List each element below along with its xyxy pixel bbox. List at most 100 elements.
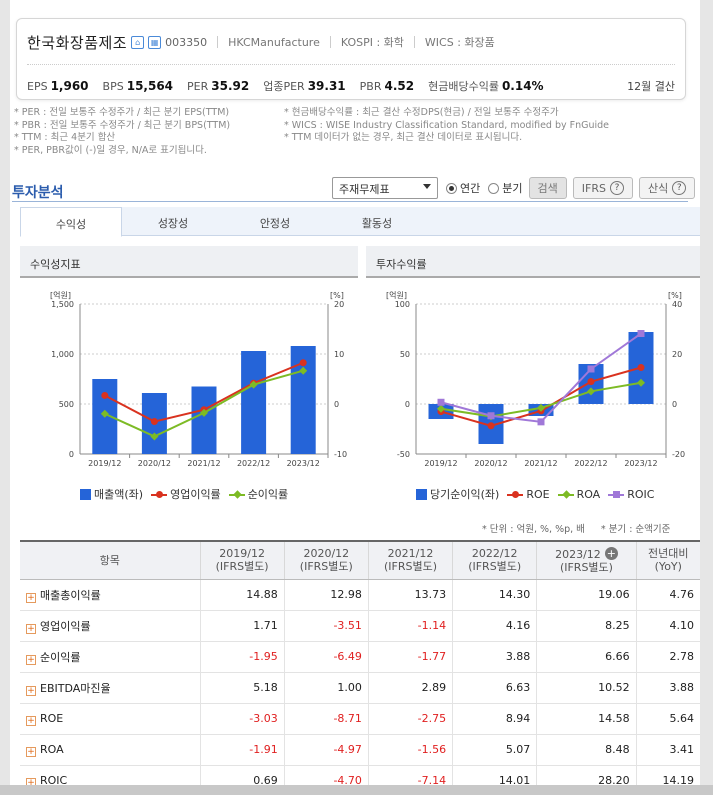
x-tick-label: 2021/12 xyxy=(187,459,220,468)
col-year: 2022/12 xyxy=(471,547,518,561)
point xyxy=(101,391,109,399)
point xyxy=(487,412,495,420)
legend-item: 순이익률 xyxy=(228,486,288,502)
tab-activity[interactable]: 활동성 xyxy=(361,217,393,230)
col-header: 2021/12 (IFRS별도) xyxy=(367,540,453,580)
company-name: 한국화장품제조 xyxy=(27,33,128,52)
col-header: 2020/12 (IFRS별도) xyxy=(283,540,369,580)
legend-label: ROE xyxy=(526,487,550,501)
x-tick-label: 2022/12 xyxy=(237,459,270,468)
stat-item: EPS 1,960 xyxy=(27,79,89,93)
col-basis: (IFRS별도) xyxy=(468,560,522,574)
x-tick-label: 2020/12 xyxy=(138,459,171,468)
stat-value: 0.14% xyxy=(501,79,544,93)
col-header: 2022/12 (IFRS별도) xyxy=(452,540,537,580)
legend-swatch xyxy=(557,489,574,500)
y-tick-label: 500 xyxy=(59,400,74,409)
stat-value: 35.92 xyxy=(211,79,250,93)
cell-value: 4.16 xyxy=(452,610,537,642)
note-line: * PBR : 전일 보통주 수정주가 / 최근 분기 BPS(TTM) xyxy=(14,119,231,131)
note-line: * PER, PBR값이 (-)일 경우, N/A로 표기됩니다. xyxy=(14,144,207,156)
point xyxy=(249,380,258,389)
row-label[interactable]: + 매출총이익률 xyxy=(20,579,200,611)
units-note: * 단위 : 억원, %, %p, 배 * 분기 : 순액기준 xyxy=(482,521,670,535)
legend-label: 당기순이익(좌) xyxy=(430,488,500,501)
point xyxy=(587,378,595,386)
legend-item: 영업이익률 xyxy=(151,486,221,502)
stat-value: 1,960 xyxy=(50,79,89,93)
radio-off-icon xyxy=(488,182,500,194)
statement-select-value: 주재무제표 xyxy=(339,183,390,196)
tab-profitability[interactable]: 수익성 xyxy=(20,207,122,237)
tab-stability[interactable]: 안정성 xyxy=(259,217,291,230)
stat-value: 4.52 xyxy=(384,79,415,93)
point xyxy=(487,422,495,430)
radio-quarter-label: 분기 xyxy=(502,182,523,195)
stock-code: 003350 xyxy=(165,35,208,49)
col-year: 2019/12 xyxy=(219,547,265,561)
col-basis: (YoY) xyxy=(654,560,682,574)
col-basis: (IFRS별도) xyxy=(299,560,353,574)
col-header: 2023/12 + (IFRS별도) xyxy=(536,540,637,580)
col-header-item: 항목 xyxy=(20,540,200,580)
expand-row-icon[interactable]: + xyxy=(26,592,36,603)
cell-value: -4.97 xyxy=(283,734,369,766)
analysis-controls: 주재무제표 연간 분기 검색 IFRS? 산식? xyxy=(332,177,696,199)
table-row: + 매출총이익률 14.88 12.98 13.73 14.30 19.06 4.76 xyxy=(20,579,700,611)
legend-item: 매출액(좌) xyxy=(80,486,143,502)
home-icon[interactable]: ⌂ xyxy=(131,35,145,49)
stat-label: PER xyxy=(187,80,209,93)
legend-swatch xyxy=(151,489,168,500)
settlement-month: 12월 결산 xyxy=(627,80,675,93)
cell-value: 1.00 xyxy=(283,672,369,704)
expand-row-icon[interactable]: + xyxy=(26,685,36,696)
stat-label: 현금배당수익률 xyxy=(428,80,499,93)
col-year: 전년대비 xyxy=(648,547,689,561)
ifrs-button[interactable]: IFRS? xyxy=(572,177,633,199)
tab-growth[interactable]: 성장성 xyxy=(157,217,189,230)
row-label[interactable]: + ROE xyxy=(20,703,200,735)
point xyxy=(637,330,645,337)
profitability-legend: 매출액(좌) 영업이익률 순이익률 xyxy=(80,486,296,502)
expand-row-icon[interactable]: + xyxy=(26,715,36,726)
stat-item: PBR 4.52 xyxy=(360,79,414,93)
col-year: 2020/12 xyxy=(303,547,350,561)
row-label[interactable]: + EBITDA마진율 xyxy=(20,672,200,704)
market-sector: KOSPI : 화학 xyxy=(340,36,404,49)
row-label[interactable]: + ROA xyxy=(20,734,200,766)
point xyxy=(299,366,308,375)
col-header: 전년대비 (YoY) xyxy=(635,540,700,580)
legend-swatch xyxy=(507,489,524,500)
left-axis-unit: [억원] xyxy=(386,290,407,300)
y-tick-label: 1,500 xyxy=(51,300,74,309)
statement-select[interactable]: 주재무제표 xyxy=(332,177,438,199)
radio-annual[interactable]: 연간 xyxy=(446,180,480,196)
row-label[interactable]: + 영업이익률 xyxy=(20,610,200,642)
row-label[interactable]: + 순이익률 xyxy=(20,641,200,673)
help-icon: ? xyxy=(609,181,624,195)
point xyxy=(437,404,445,413)
returns-chart: [억원] [%] -50 0 50 100 -20 0 20 40 2019/12 2020/12 20… xyxy=(366,282,700,485)
x-tick-label: 2022/12 xyxy=(574,459,607,468)
point xyxy=(437,398,445,406)
expand-row-icon[interactable]: + xyxy=(26,654,36,665)
note-line: * 현금배당수익률 : 최근 결산 수정DPS(현금) / 전일 보통주 수정주… xyxy=(284,107,559,118)
radio-quarter[interactable]: 분기 xyxy=(488,180,523,196)
table-row: + ROE -3.03 -8.71 -2.75 8.94 14.58 5.64 xyxy=(20,703,700,735)
formula-button[interactable]: 산식? xyxy=(638,177,696,199)
stat-value: 39.31 xyxy=(307,79,346,93)
expand-column-icon[interactable]: + xyxy=(604,546,618,560)
x-tick-label: 2023/12 xyxy=(287,459,320,468)
row-label-text: EBITDA마진율 xyxy=(40,681,111,695)
expand-row-icon[interactable]: + xyxy=(26,746,36,757)
y2-tick-label: 10 xyxy=(334,350,344,359)
cell-value: -1.77 xyxy=(367,641,453,673)
chevron-down-icon xyxy=(423,184,431,189)
row-label-text: 순이익률 xyxy=(40,650,81,664)
cell-value: 14.30 xyxy=(452,579,537,611)
legend-marker xyxy=(232,489,242,499)
expand-row-icon[interactable]: + xyxy=(26,623,36,634)
search-button[interactable]: 검색 xyxy=(528,177,567,199)
cell-value: -1.14 xyxy=(367,610,453,642)
building-icon[interactable]: ▦ xyxy=(148,35,162,49)
